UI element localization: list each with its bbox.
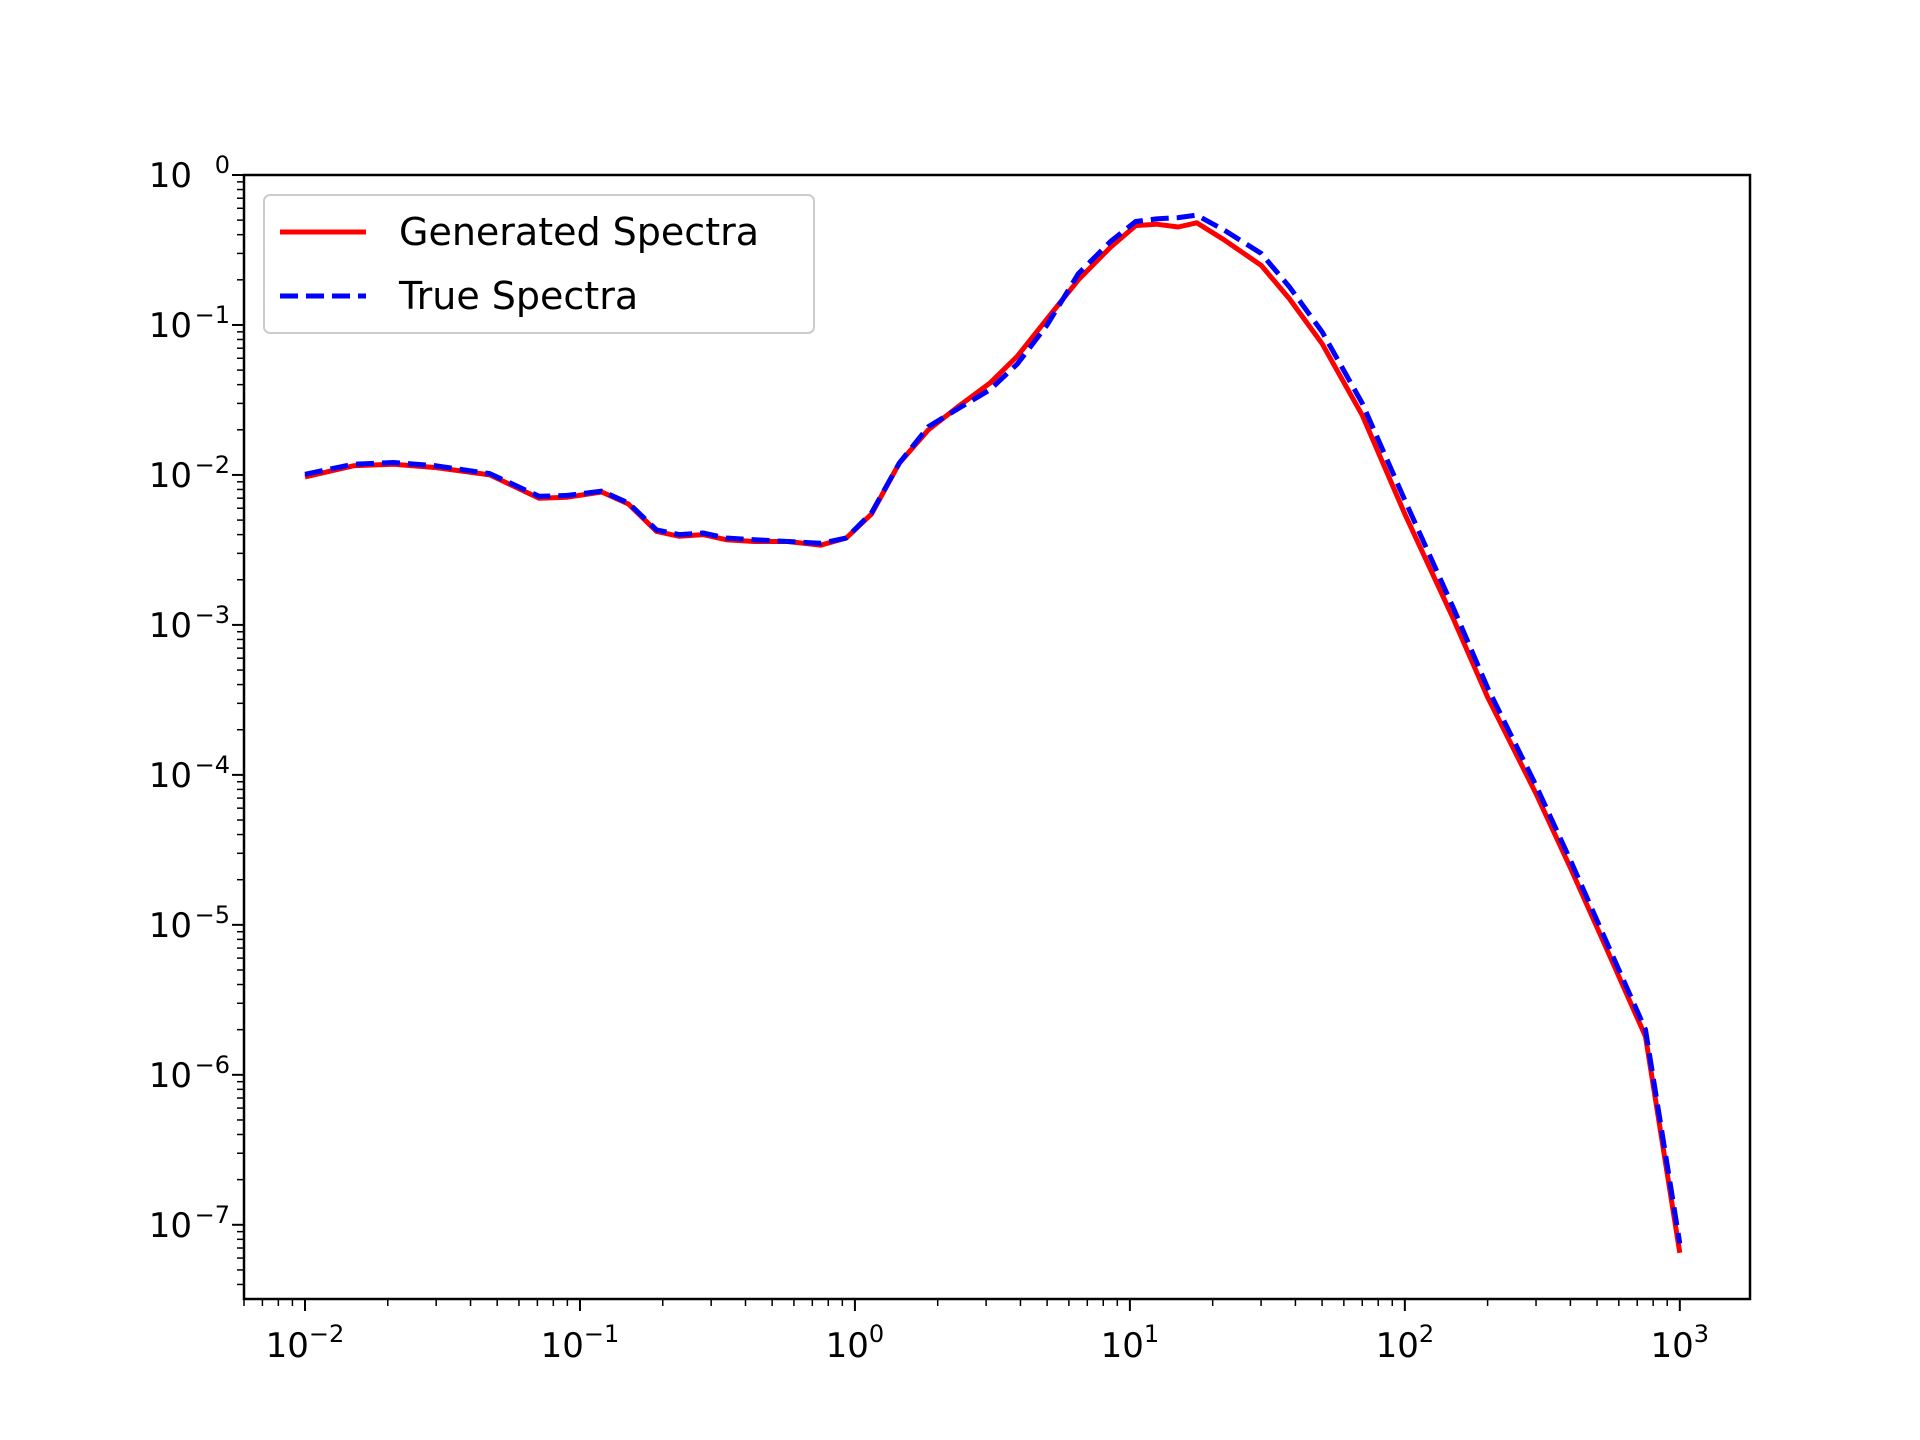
y-tick-base: 10: [149, 606, 192, 646]
x-tick-exponent: 0: [869, 1320, 884, 1348]
y-tick-label: 10 −7: [149, 1201, 230, 1246]
y-tick-base: 10: [149, 1056, 192, 1096]
legend-box: [263, 194, 815, 334]
y-tick-label: 10 −3: [149, 601, 230, 646]
x-tick-label: 100: [826, 1320, 885, 1366]
x-tick-exponent: 3: [1694, 1320, 1709, 1348]
y-tick-base: 10: [149, 756, 192, 796]
legend-label: Generated Spectra: [399, 210, 759, 254]
axes-frame: [242, 173, 1752, 1301]
x-tick-label: 10−1: [541, 1320, 620, 1366]
plot-area: [304, 212, 1683, 1254]
x-tick-exponent: −2: [309, 1320, 344, 1348]
x-tick-exponent: 2: [1419, 1320, 1434, 1348]
y-tick-label: 10 −6: [149, 1051, 230, 1096]
x-tick-base: 10: [266, 1326, 309, 1366]
legend: Generated Spectra True Spectra: [263, 194, 815, 334]
y-tick-exponent: −5: [195, 901, 230, 929]
y-tick-exponent: −3: [195, 601, 230, 629]
y-tick-exponent: −2: [195, 451, 230, 479]
x-tick-base: 10: [826, 1326, 869, 1366]
x-tick-base: 10: [1101, 1326, 1144, 1366]
x-tick-label: 10−2: [266, 1320, 345, 1366]
y-tick-base: 10: [149, 456, 192, 496]
y-tick-label: 10 −1: [149, 301, 230, 346]
y-tick-exponent: −6: [195, 1051, 230, 1079]
x-tick-base: 10: [1376, 1326, 1419, 1366]
y-tick-exponent: −1: [195, 301, 230, 329]
legend-label: True Spectra: [398, 274, 638, 318]
x-tick-base: 10: [1651, 1326, 1694, 1366]
series-line-true-spectra: [304, 212, 1683, 1244]
y-tick-label: 10 0: [149, 151, 230, 196]
series-lines: [304, 212, 1683, 1254]
y-tick-exponent: −7: [195, 1201, 230, 1229]
x-tick-exponent: 1: [1144, 1320, 1159, 1348]
y-tick-base: 10: [149, 1206, 192, 1246]
y-tick-base: 10: [149, 906, 192, 946]
x-tick-label: 101: [1101, 1320, 1160, 1366]
y-tick-label: 10 −4: [149, 751, 230, 796]
x-tick-exponent: −1: [584, 1320, 619, 1348]
x-tick-label: 103: [1651, 1320, 1710, 1366]
y-tick-label: 10 −5: [149, 901, 230, 946]
y-tick-base: 10: [149, 156, 192, 196]
x-tick-label: 102: [1376, 1320, 1435, 1366]
x-tick-base: 10: [541, 1326, 584, 1366]
y-tick-exponent: −4: [195, 751, 230, 779]
y-tick-label: 10 −2: [149, 451, 230, 496]
y-tick-base: 10: [149, 306, 192, 346]
y-tick-exponent: 0: [215, 151, 230, 179]
